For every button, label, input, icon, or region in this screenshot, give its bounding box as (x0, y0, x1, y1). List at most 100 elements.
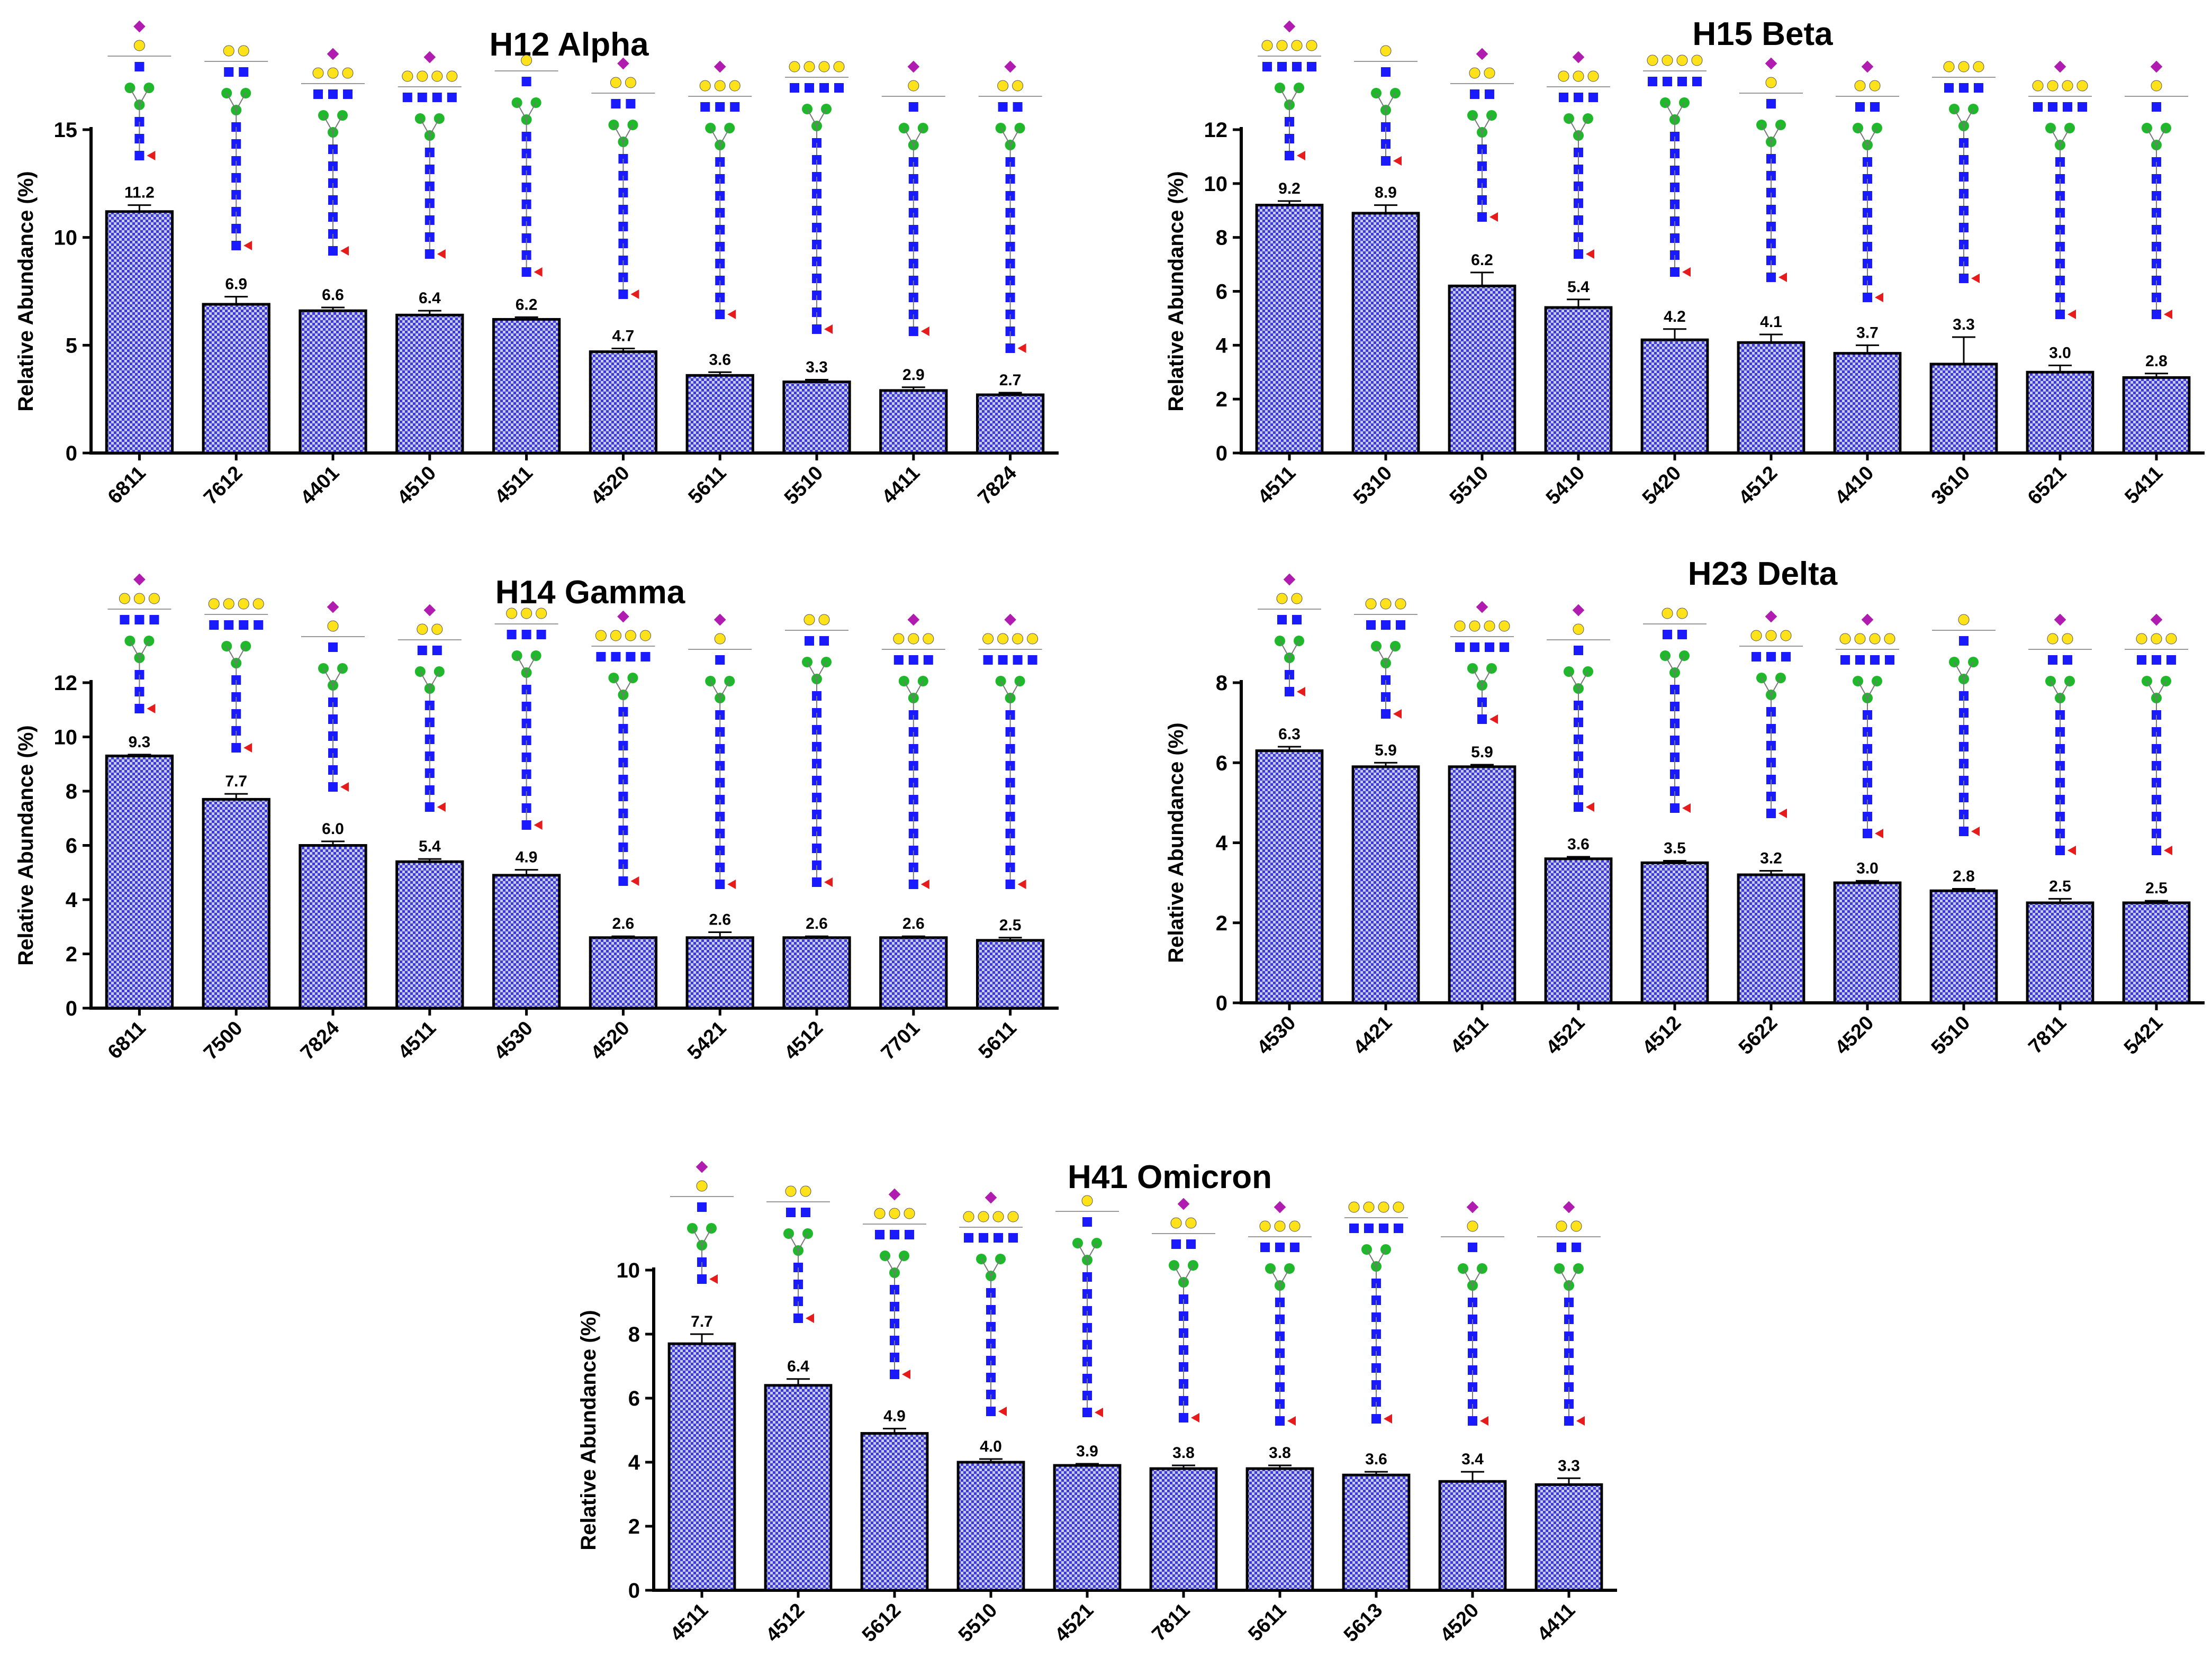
sialic-acid-icon (1572, 51, 1585, 64)
glcnac-icon (1855, 655, 1865, 665)
glycan-icon (494, 55, 558, 277)
galactose-icon (1469, 67, 1480, 79)
glycan-icon (301, 48, 365, 256)
glcnac-icon (1366, 620, 1376, 630)
bar (2026, 370, 2094, 455)
galactose-icon (446, 70, 458, 82)
x-tick-label: 4520 (586, 462, 634, 509)
galactose-icon (536, 608, 547, 619)
bar (1544, 306, 1613, 455)
glcnac-icon (120, 615, 130, 624)
data-label: 2.9 (902, 366, 925, 384)
glycan-icon (670, 1161, 734, 1284)
galactose-icon (1365, 598, 1377, 610)
glcnac-icon (1766, 273, 1776, 282)
glcnac-icon (1574, 646, 1583, 655)
glcnac-icon (983, 655, 993, 665)
glcnac-icon (231, 743, 241, 753)
sialic-acid-icon (327, 48, 339, 60)
x-tick-label: 5421 (2120, 1012, 2167, 1059)
glcnac-icon (149, 615, 159, 624)
galactose-icon (818, 61, 830, 73)
glcnac-icon (1285, 151, 1294, 160)
y-axis-label: Relative Abundance (%) (577, 1310, 600, 1550)
data-label: 4.7 (612, 327, 635, 345)
glcnac-icon (1559, 93, 1568, 102)
y-tick-label: 10 (1204, 173, 1228, 196)
galactose-icon (133, 593, 145, 604)
x-tick-label: 4530 (1253, 1012, 1300, 1059)
y-tick-label: 8 (66, 780, 77, 803)
glcnac-icon (1574, 802, 1583, 812)
fucose-icon (806, 1313, 814, 1323)
x-tick-label: 5420 (1638, 462, 1685, 509)
glcnac-icon (1277, 62, 1287, 71)
data-label: 4.9 (883, 1407, 906, 1425)
fucose-icon (340, 782, 349, 792)
bar (1929, 889, 1998, 1004)
galactose-icon (1469, 620, 1480, 632)
glycan-icon (1932, 61, 1996, 283)
data-label: 3.8 (1172, 1444, 1195, 1462)
glycan-icon (591, 610, 655, 886)
glycan-icon (1836, 613, 1899, 838)
y-tick-label: 0 (628, 1579, 640, 1602)
galactose-icon (833, 61, 845, 73)
glcnac-icon (611, 652, 621, 662)
galactose-icon (1973, 61, 1984, 73)
glcnac-icon (2063, 655, 2072, 665)
glcnac-icon (2166, 655, 2176, 665)
glcnac-icon (986, 1407, 996, 1416)
glcnac-icon (1468, 1243, 1477, 1252)
galactose-icon (803, 614, 815, 626)
galactose-icon (506, 608, 518, 619)
fucose-icon (1287, 1416, 1296, 1426)
glcnac-icon (1307, 62, 1316, 71)
galactose-icon (1765, 77, 1777, 88)
glycan-icon (1932, 614, 1996, 836)
glcnac-icon (697, 1274, 707, 1284)
glcnac-icon (812, 324, 821, 334)
fucose-icon (1971, 827, 1980, 836)
galactose-icon (1869, 80, 1881, 92)
x-tick-label: 4411 (1533, 1599, 1579, 1646)
data-label: 3.4 (1461, 1451, 1484, 1468)
x-tick-label: 6811 (104, 1017, 150, 1064)
data-label: 2.8 (1953, 867, 1975, 885)
data-label: 3.6 (1365, 1451, 1387, 1468)
glcnac-icon (1870, 655, 1880, 665)
y-tick-label: 12 (54, 672, 78, 695)
galactose-icon (818, 614, 830, 626)
glycan-icon (1450, 48, 1514, 222)
glcnac-icon (239, 620, 249, 630)
x-tick-label: 5611 (1244, 1599, 1290, 1646)
glcnac-icon (1663, 77, 1672, 86)
data-label: 2.5 (2145, 880, 2168, 897)
bar (1245, 1467, 1314, 1592)
galactose-icon (1676, 55, 1688, 66)
galactose-icon (119, 593, 130, 604)
fucose-icon (2164, 846, 2172, 855)
glcnac-icon (1082, 1408, 1092, 1417)
fucose-icon (1017, 880, 1026, 889)
galactose-icon (2076, 80, 2088, 92)
glcnac-icon (1379, 1224, 1388, 1233)
bar (1833, 352, 1902, 455)
bar (1255, 204, 1324, 455)
data-label: 2.6 (709, 911, 731, 929)
sialic-acid-icon (2150, 60, 2163, 73)
glcnac-icon (521, 630, 531, 639)
bar (1255, 749, 1324, 1004)
data-label: 4.9 (516, 849, 538, 866)
glcnac-icon (715, 310, 725, 319)
glcnac-icon (1974, 83, 1983, 93)
galactose-icon (1276, 40, 1288, 51)
bar (782, 936, 851, 1010)
galactose-icon (2047, 633, 2058, 645)
fucose-icon (1875, 829, 1883, 838)
data-label: 5.4 (419, 838, 441, 855)
galactose-icon (342, 67, 354, 79)
fucose-icon (1489, 714, 1498, 724)
sialic-acid-icon (423, 604, 436, 617)
